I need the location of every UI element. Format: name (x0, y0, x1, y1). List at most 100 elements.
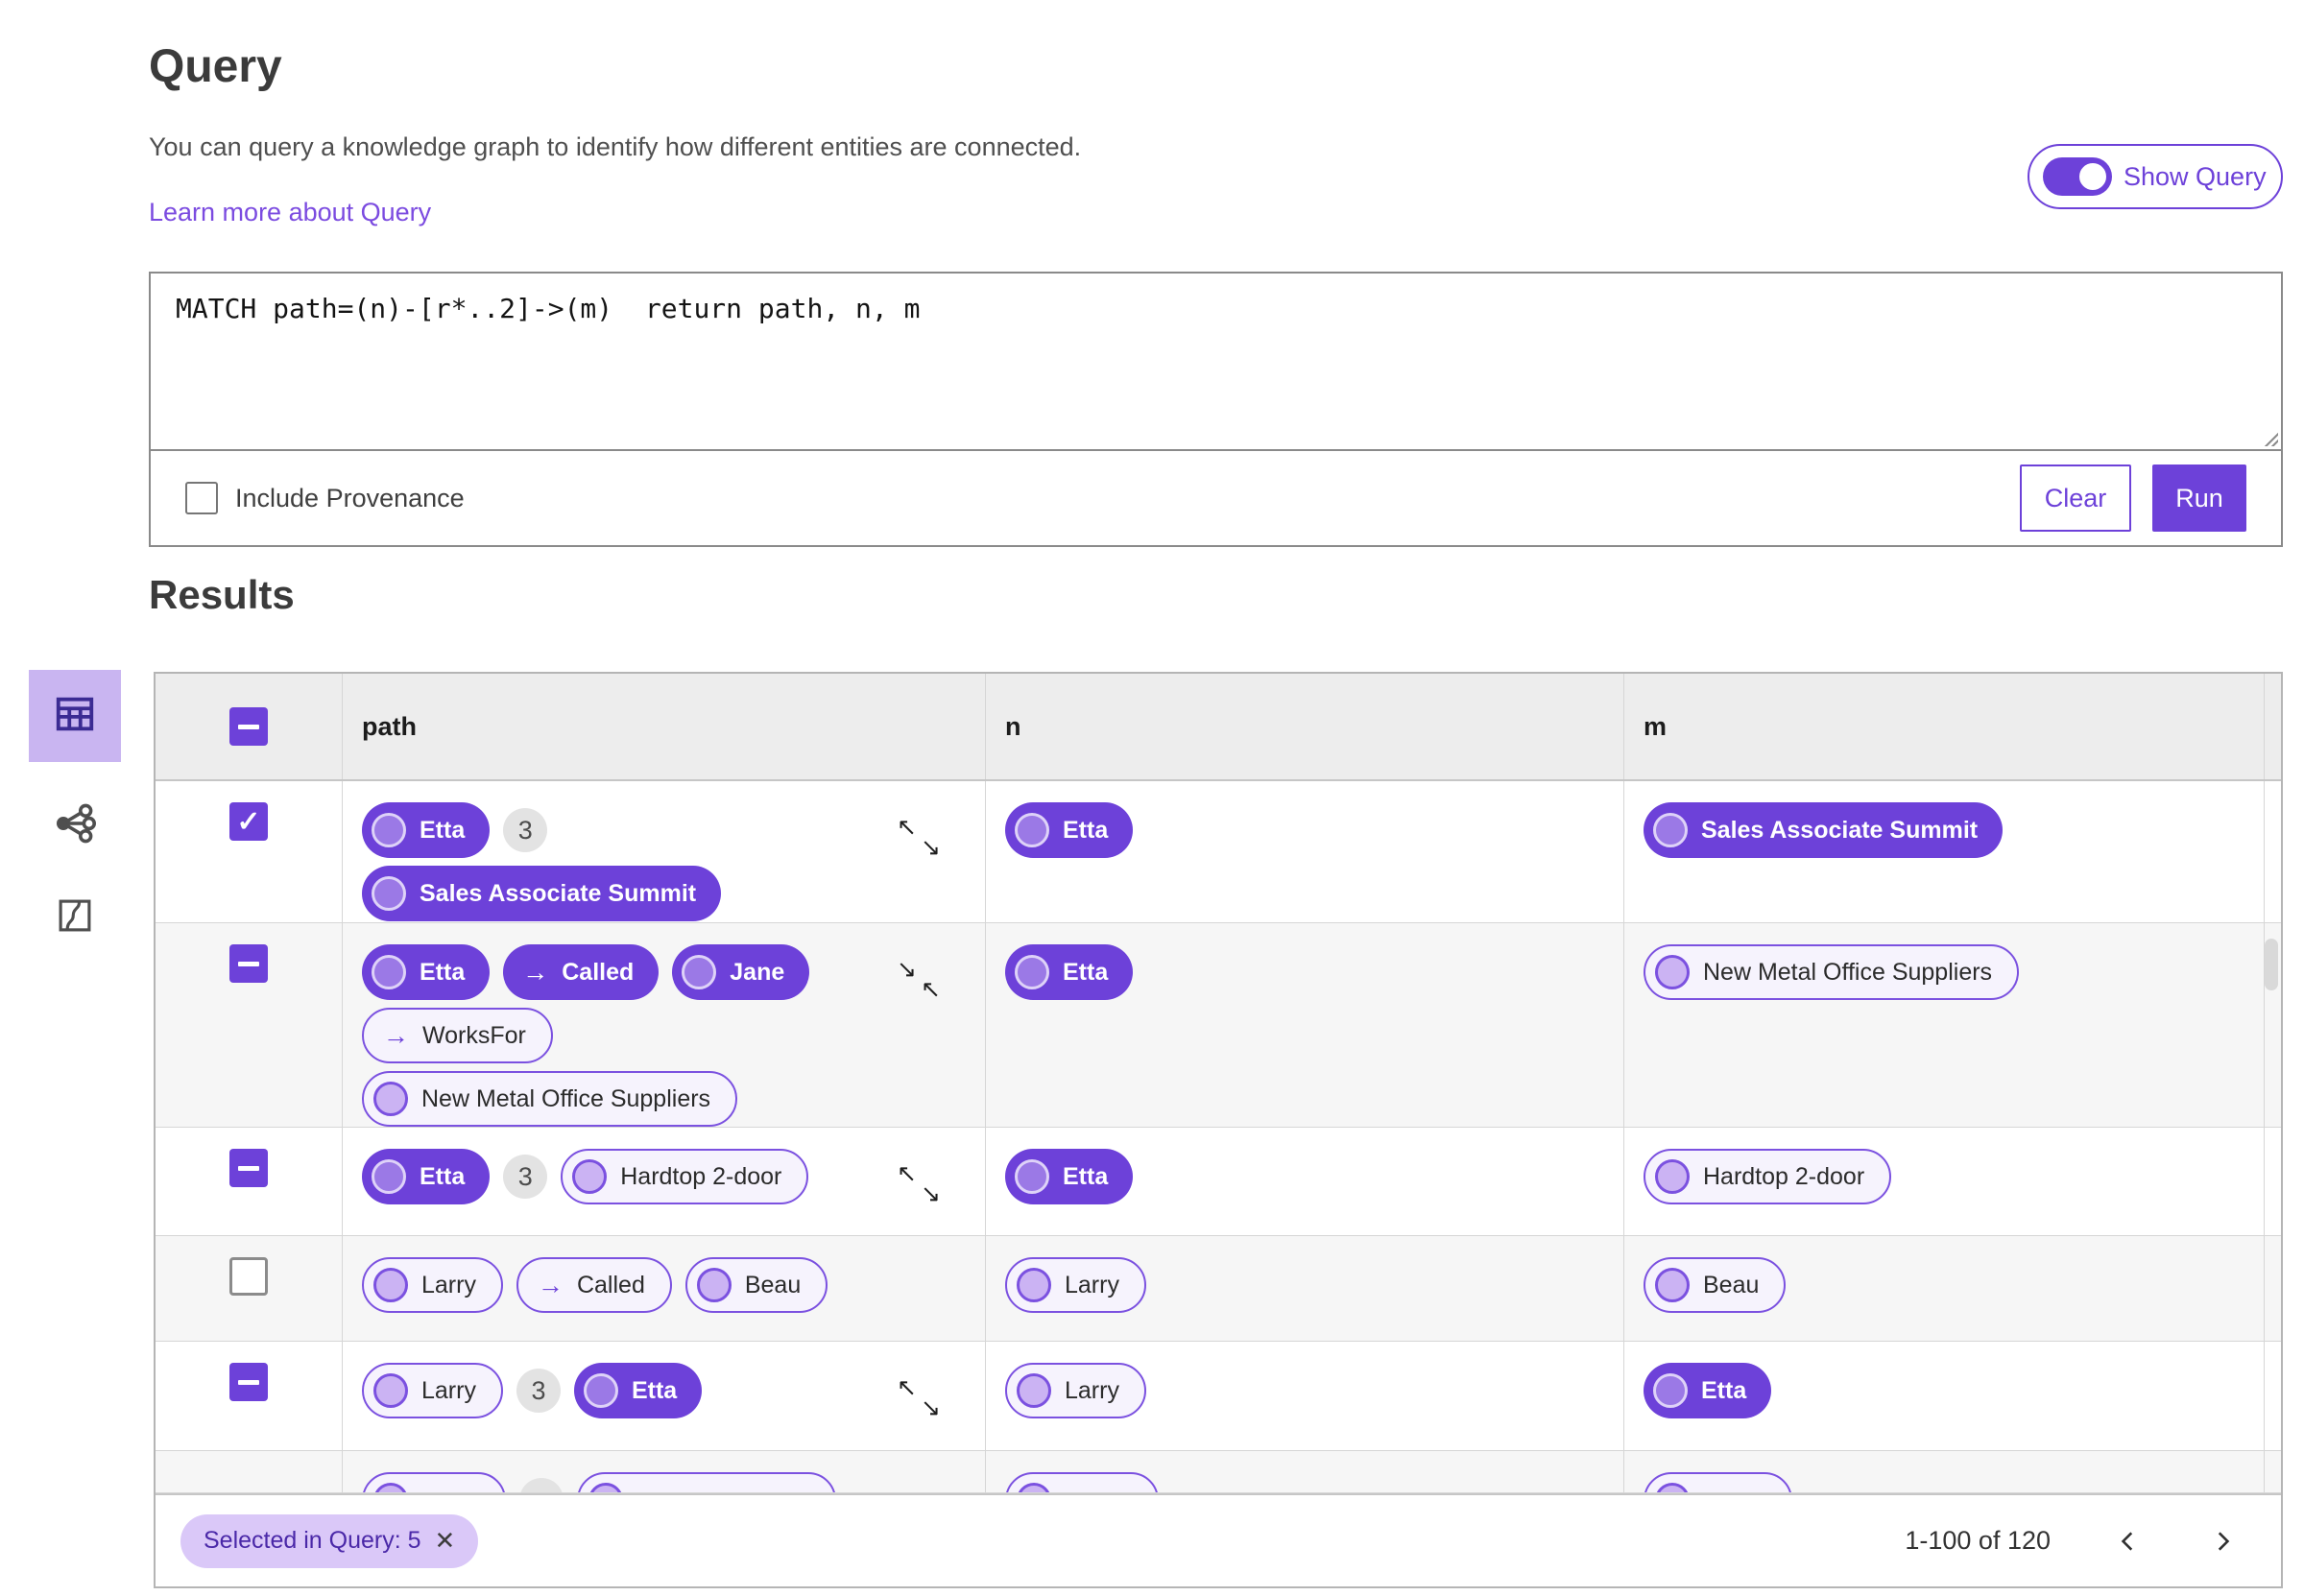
m-cell: Hardtop 2-door (1624, 1128, 2265, 1235)
node-circle-icon (696, 1268, 732, 1302)
node-pill[interactable]: Etta (573, 1363, 703, 1418)
node-pill[interactable]: Etta (362, 944, 491, 1000)
node-circle-icon (372, 876, 406, 911)
node-pill[interactable]: Etta (1005, 944, 1134, 1000)
node-pill[interactable]: Etta (1005, 802, 1134, 858)
m-cell (1624, 1451, 2265, 1492)
column-header-n[interactable]: n (986, 674, 1624, 779)
node-pill[interactable]: New Metal Office Suppliers (1644, 944, 2020, 1000)
node-circle-icon (1655, 1268, 1690, 1302)
node-pill[interactable] (577, 1472, 836, 1492)
query-input[interactable]: MATCH path=(n)-[r*..2]->(m) return path,… (151, 274, 2281, 449)
collapse-row-button[interactable]: ↘ ↖ (897, 958, 941, 1002)
table-body: Etta 3 Sales Associate Summit ↖↘ Etta Sales A… (156, 781, 2281, 1493)
path-line: Etta 3 (362, 802, 548, 858)
n-cell: Larry (986, 1236, 1624, 1341)
node-pill[interactable]: Beau (1644, 1257, 1787, 1313)
node-circle-icon (1653, 1373, 1688, 1408)
edge-pill[interactable]: → WorksFor (362, 1008, 553, 1063)
run-button[interactable]: Run (2152, 465, 2246, 532)
path-line: Larry → Called Beau (362, 1257, 828, 1313)
map-view-button[interactable] (29, 889, 121, 946)
node-label: Beau (744, 1271, 802, 1298)
n-cell (986, 1451, 1624, 1492)
select-all-checkbox[interactable] (229, 707, 268, 746)
node-pill[interactable]: Sales Associate Summit (362, 866, 722, 921)
path-pills: Etta 3 Hardtop 2-door (362, 1149, 966, 1204)
node-circle-icon (372, 955, 406, 989)
node-pill[interactable]: Larry (1005, 1257, 1146, 1313)
selected-in-query-chip[interactable]: Selected in Query: 5 ✕ (180, 1513, 479, 1568)
show-query-toggle[interactable]: Show Query (2028, 144, 2283, 209)
node-circle-icon (373, 1373, 408, 1408)
vertical-scrollbar-thumb[interactable] (2265, 939, 2278, 990)
chip-close-icon[interactable]: ✕ (434, 1526, 456, 1555)
include-provenance-checkbox[interactable]: Include Provenance (185, 482, 465, 514)
row-checkbox-cell (156, 923, 343, 1148)
expand-row-button[interactable]: ↖ ↘ (897, 816, 941, 860)
node-pill[interactable]: Larry (362, 1257, 503, 1313)
page-title: Query (149, 41, 282, 92)
learn-more-link[interactable]: Learn more about Query (149, 198, 432, 226)
node-pill[interactable]: Larry (362, 1363, 503, 1418)
path-cell (343, 1451, 986, 1492)
edge-arrow-icon: → (522, 957, 549, 987)
row-checkbox[interactable] (229, 1149, 268, 1187)
expand-row-button[interactable]: ↖ ↘ (897, 1162, 941, 1206)
node-pill[interactable] (1644, 1472, 1792, 1492)
edge-pill[interactable]: → Called (503, 944, 660, 1000)
node-pill[interactable]: Etta (362, 1149, 491, 1204)
node-pill[interactable]: New Metal Office Suppliers (362, 1071, 738, 1127)
clear-button[interactable]: Clear (2020, 465, 2131, 532)
prev-page-button[interactable] (2112, 1523, 2145, 1560)
node-circle-icon (682, 955, 717, 989)
toggle-switch-icon[interactable] (2043, 157, 2112, 196)
column-header-m[interactable]: m (1624, 674, 2265, 779)
toggle-knob (2076, 160, 2109, 193)
node-pill[interactable] (362, 1472, 506, 1492)
diagonal-arrow-icon: ↖ (921, 976, 941, 1003)
node-pill[interactable]: Hardtop 2-door (561, 1149, 809, 1204)
node-pill[interactable]: Etta (1005, 1149, 1134, 1204)
row-checkbox-cell (156, 1342, 343, 1450)
path-pills: Etta → Called Jane → WorksFor New Metal Office… (362, 944, 966, 1127)
graph-view-button[interactable] (29, 797, 121, 854)
node-pill[interactable]: Hardtop 2-door (1644, 1149, 1892, 1204)
node-circle-icon (372, 813, 406, 847)
m-cell: Beau (1624, 1236, 2265, 1341)
node-circle-icon (588, 1483, 623, 1492)
node-pill[interactable]: Etta (1644, 1363, 1772, 1418)
node-circle-icon (1017, 1268, 1051, 1302)
row-checkbox[interactable] (229, 802, 268, 841)
path-pills (362, 1472, 966, 1492)
table-row: Larry → Called Beau Larry Beau (156, 1236, 2281, 1342)
node-label: Etta (1701, 1376, 1747, 1404)
edge-arrow-icon: → (537, 1270, 564, 1299)
column-header-path[interactable]: path (343, 674, 986, 779)
next-page-button[interactable] (2206, 1523, 2239, 1560)
node-pill[interactable]: Etta (362, 802, 491, 858)
path-count-badge: 3 (503, 808, 548, 852)
node-label: Larry (421, 1376, 476, 1404)
node-pill[interactable]: Beau (684, 1257, 828, 1313)
row-checkbox[interactable] (229, 944, 268, 983)
view-switcher (29, 670, 121, 946)
edge-pill[interactable]: → Called (516, 1257, 672, 1313)
checkbox-icon[interactable] (185, 482, 218, 514)
table-view-button[interactable] (29, 670, 121, 762)
scrollbar-track-cell (2265, 1236, 2281, 1341)
node-pill[interactable] (1005, 1472, 1159, 1492)
node-pill[interactable]: Sales Associate Summit (1644, 802, 2004, 858)
show-query-label: Show Query (2124, 161, 2267, 191)
path-pills: Larry → Called Beau (362, 1257, 966, 1313)
n-cell: Etta (986, 1128, 1624, 1235)
table-row: Etta 3 Sales Associate Summit ↖↘ Etta Sales A… (156, 781, 2281, 942)
node-pill[interactable]: Jane (672, 944, 810, 1000)
node-circle-icon (1017, 1373, 1051, 1408)
node-pill[interactable]: Larry (1005, 1363, 1146, 1418)
row-checkbox[interactable] (229, 1363, 268, 1401)
page-description: You can query a knowledge graph to ident… (149, 132, 1082, 161)
diagonal-arrow-icon: ↖ (897, 1160, 917, 1187)
expand-row-button[interactable]: ↖ ↘ (897, 1376, 941, 1420)
row-checkbox[interactable] (229, 1257, 268, 1296)
